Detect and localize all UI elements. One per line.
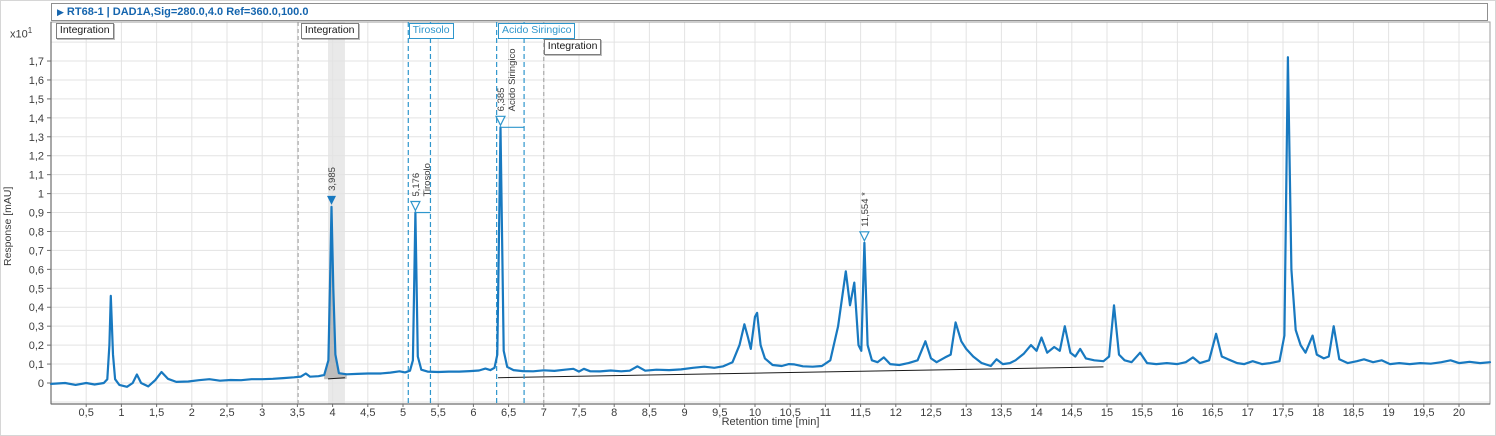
y-tick-label: 1,2 [29,151,44,163]
x-tick-label: 8 [611,407,617,419]
region-label-integration[interactable]: Integration [55,23,114,39]
x-tick-label: 8,5 [642,407,657,419]
y-tick-label: 0,4 [29,302,44,314]
x-tick-label: 2 [189,407,195,419]
y-tick-label: 1,5 [29,94,44,106]
x-tick-label: 1,5 [149,407,164,419]
x-tick-label: 13,5 [991,407,1012,419]
signal-selector-arrow-icon[interactable]: ▶ [57,6,64,17]
peak-compound-label: Acido Siringico [507,48,518,111]
peak-marker-open-triangle-icon[interactable] [409,200,421,212]
peak-marker-filled-triangle-icon[interactable] [327,195,336,205]
y-axis-scale-multiplier: x101 [10,26,33,41]
x-tick-label: 18 [1312,407,1324,419]
x-tick-label: 9 [682,407,688,419]
y-tick-label: 1 [38,189,44,201]
x-tick-label: 2,5 [219,407,234,419]
x-tick-label: 9,5 [712,407,727,419]
x-tick-label: 6 [470,407,476,419]
y-tick-label: 0,3 [29,321,44,333]
region-label-integration[interactable]: Integration [300,23,359,39]
x-tick-label: 19,5 [1413,407,1434,419]
x-tick-label: 11,5 [850,407,871,419]
x-tick-label: 7 [541,407,547,419]
y-tick-label: 0,1 [29,359,44,371]
y-tick-label: 0,6 [29,264,44,276]
signal-title: RT68-1 | DAD1A,Sig=280.0,4.0 Ref=360.0,1… [66,6,309,18]
peak-rt-label: 5,176 [411,173,422,197]
x-tick-label: 4 [330,407,336,419]
x-tick-label: 19 [1382,407,1394,419]
x-tick-label: 13 [960,407,972,419]
x-tick-label: 0,5 [79,407,94,419]
x-tick-label: 14 [1030,407,1042,419]
y-tick-label: 0,9 [29,208,44,220]
y-tick-label: 0 [38,378,44,390]
peak-compound-label: Tirosolo [422,163,433,196]
y-axis-scale-exponent: 1 [27,26,33,35]
x-tick-label: 10,5 [779,407,800,419]
y-tick-label: 0,8 [29,226,44,238]
x-tick-label: 4,5 [360,407,375,419]
region-label-acido-siringico[interactable]: Acido Siringico [498,23,576,39]
x-tick-label: 20 [1453,407,1465,419]
x-tick-label: 14,5 [1061,407,1082,419]
y-tick-label: 0,5 [29,283,44,295]
x-tick-label: 17,5 [1272,407,1293,419]
x-tick-label: 15 [1101,407,1113,419]
x-tick-label: 3,5 [290,407,305,419]
x-tick-label: 18,5 [1343,407,1364,419]
x-tick-label: 12 [890,407,902,419]
region-label-integration[interactable]: Integration [543,39,602,55]
x-tick-label: 5,5 [431,407,446,419]
peak-marker-open-triangle-icon[interactable] [858,231,870,243]
x-tick-label: 16 [1171,407,1183,419]
x-tick-label: 7,5 [571,407,586,419]
signal-header[interactable]: ▶ RT68-1 | DAD1A,Sig=280.0,4.0 Ref=360.0… [51,3,1488,21]
peak-rt-label: 11,554 * [860,192,871,227]
x-tick-label: 15,5 [1131,407,1152,419]
y-tick-label: 1,1 [29,170,44,182]
chromatogram-trace[interactable] [49,56,1492,388]
y-tick-label: 1,7 [29,56,44,68]
x-tick-label: 3 [259,407,265,419]
y-tick-label: 1,3 [29,132,44,144]
y-tick-label: 1,4 [29,113,44,125]
y-tick-label: 0,2 [29,340,44,352]
y-axis-title: Response [mAU] [2,186,14,266]
x-tick-label: 16,5 [1202,407,1223,419]
region-label-tirosolo[interactable]: Tirosolo [408,23,454,39]
integration-baseline [327,377,345,380]
x-tick-label: 1 [118,407,124,419]
x-axis-title: Retention time [min] [721,416,820,428]
x-tick-label: 6,5 [501,407,516,419]
peak-marker-open-triangle-icon[interactable] [495,115,506,127]
y-tick-label: 0,7 [29,245,44,257]
x-tick-label: 17 [1242,407,1254,419]
x-tick-label: 5 [400,407,406,419]
x-tick-label: 11 [820,407,831,419]
integration-baseline [498,366,1104,379]
x-tick-label: 12,5 [920,407,941,419]
peak-rt-label: 3,985 [327,167,338,191]
x-tick-label: 10 [749,407,761,419]
y-tick-label: 1,6 [29,75,44,87]
peak-rt-label: 6,385 [496,88,507,112]
